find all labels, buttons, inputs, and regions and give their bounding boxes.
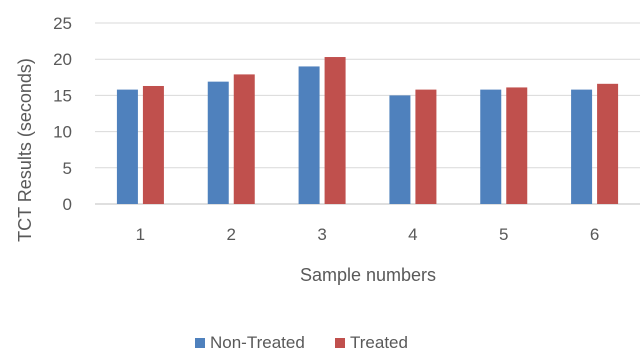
bar-treated-3 — [324, 57, 346, 204]
x-tick-label: 1 — [136, 225, 145, 244]
legend-swatch-non-treated — [195, 338, 205, 348]
bar-treated-2 — [233, 74, 255, 205]
bar-non-treated-2 — [207, 81, 229, 204]
y-tick-label: 0 — [63, 195, 72, 214]
x-tick-label: 2 — [227, 225, 236, 244]
legend-label-non-treated: Non-Treated — [210, 333, 305, 352]
gridlines — [95, 22, 640, 205]
bar-non-treated-3 — [298, 66, 320, 204]
legend-swatch-treated — [335, 338, 345, 348]
x-axis-title: Sample numbers — [300, 265, 436, 285]
legend: Non-Treated Treated — [195, 333, 408, 352]
bar-treated-5 — [506, 87, 528, 204]
bar-non-treated-1 — [116, 89, 138, 204]
y-tick-label: 15 — [53, 86, 72, 105]
bar-treated-4 — [415, 89, 437, 204]
x-tick-label: 3 — [317, 225, 326, 244]
bar-non-treated-4 — [389, 95, 411, 204]
bar-treated-1 — [142, 85, 164, 204]
bars — [116, 57, 619, 205]
y-tick-label: 20 — [53, 50, 72, 69]
x-axis-ticks: 1 2 3 4 5 6 — [136, 225, 600, 244]
bar-non-treated-6 — [571, 89, 593, 204]
y-tick-label: 5 — [63, 159, 72, 178]
y-axis-ticks: 0 5 10 15 20 25 — [53, 14, 72, 214]
y-tick-label: 25 — [53, 14, 72, 33]
bar-non-treated-5 — [480, 89, 502, 204]
y-axis-title: TCT Results (seconds) — [15, 58, 35, 242]
x-tick-label: 4 — [408, 225, 417, 244]
x-tick-label: 6 — [590, 225, 599, 244]
y-tick-label: 10 — [53, 123, 72, 142]
legend-label-treated: Treated — [350, 333, 408, 352]
x-tick-label: 5 — [499, 225, 508, 244]
bar-treated-6 — [597, 83, 619, 204]
